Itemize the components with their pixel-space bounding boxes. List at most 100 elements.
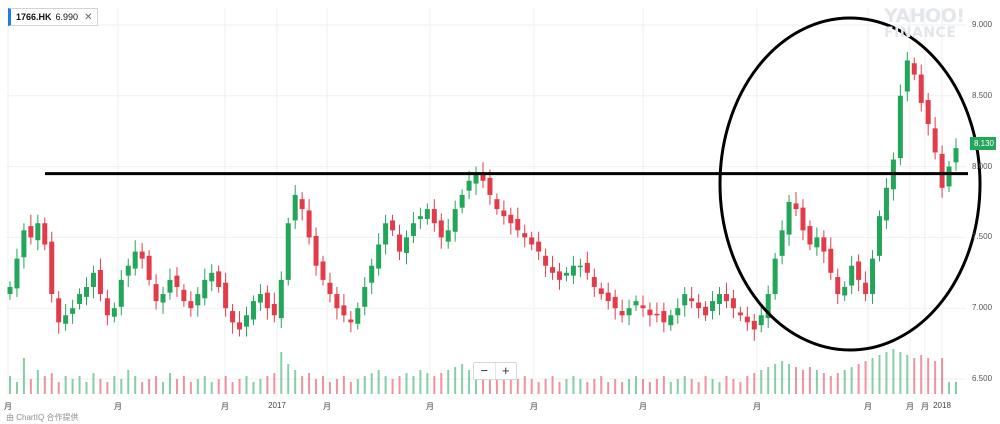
- candle-body: [584, 262, 590, 273]
- y-tick-label: 8.500: [972, 90, 993, 100]
- candle-body: [563, 272, 569, 276]
- candle-body: [459, 194, 465, 208]
- volume-bar: [155, 376, 158, 394]
- volume-bar: [648, 382, 651, 394]
- candle-body: [814, 237, 820, 248]
- volume-bar: [669, 382, 672, 394]
- candle-body: [849, 265, 855, 286]
- x-tick-label: 2018: [933, 401, 951, 410]
- symbol-chip[interactable]: 1766.HK 6.990 ✕: [8, 8, 99, 26]
- candle-body: [223, 282, 229, 309]
- volume-bar: [370, 373, 373, 394]
- volume-bar: [655, 379, 658, 394]
- volume-bar: [948, 382, 951, 394]
- candle-body: [292, 194, 298, 221]
- volume-bar: [43, 376, 46, 394]
- zoom-out-button[interactable]: −: [480, 363, 489, 378]
- candle-body: [897, 95, 903, 159]
- candle-body: [598, 288, 604, 295]
- volume-bar: [788, 364, 791, 394]
- volume-bar: [725, 376, 728, 394]
- volume-bar: [447, 370, 450, 394]
- volume-bar: [544, 379, 547, 394]
- volume-bar: [203, 376, 206, 394]
- candle-body: [111, 308, 117, 317]
- volume-bar: [704, 376, 707, 394]
- volume-bar: [308, 373, 311, 394]
- symbol-price: 6.990: [55, 12, 79, 22]
- candle-body: [132, 251, 138, 269]
- candle-body: [515, 218, 521, 231]
- volume-bar: [22, 358, 25, 394]
- volume-bar: [461, 364, 464, 394]
- candle-body: [612, 296, 618, 309]
- candle-body: [730, 298, 736, 309]
- candle-body: [536, 241, 542, 252]
- candle-body: [508, 214, 514, 224]
- volume-bar: [586, 382, 589, 394]
- zoom-controls: − +: [473, 362, 517, 380]
- candle-body: [577, 265, 583, 268]
- volume-bar: [322, 376, 325, 394]
- candle-body: [341, 305, 347, 316]
- candle-body: [870, 258, 876, 295]
- volume-bar: [384, 376, 387, 394]
- volume-bar: [662, 376, 665, 394]
- volume-bar: [829, 376, 832, 394]
- candle-body: [383, 223, 389, 245]
- candle-body: [348, 319, 354, 323]
- volume-bar: [134, 376, 137, 394]
- candle-body: [557, 271, 563, 280]
- candle-body: [195, 294, 201, 306]
- volume-bar: [342, 376, 345, 394]
- volume-bar: [864, 361, 867, 394]
- candle-body: [786, 202, 792, 235]
- volume-bar: [600, 376, 603, 394]
- volume-bar: [850, 367, 853, 394]
- candle-body: [244, 315, 249, 327]
- volume-bar: [238, 379, 241, 394]
- candle-body: [863, 282, 869, 295]
- candle-body: [932, 128, 938, 153]
- candle-body: [21, 230, 27, 258]
- volume-bar: [836, 373, 839, 394]
- volume-bar: [843, 370, 846, 394]
- volume-bar: [892, 349, 895, 394]
- candle-body: [953, 148, 959, 163]
- candle-body: [668, 315, 674, 326]
- candle-body: [543, 255, 549, 266]
- x-tick-label: 月: [921, 402, 929, 411]
- close-icon[interactable]: ✕: [84, 11, 93, 23]
- candle-body: [800, 207, 806, 231]
- candle-body: [410, 223, 416, 236]
- volume-bar: [468, 370, 471, 394]
- candle-body: [424, 209, 430, 219]
- volume-bar: [808, 367, 811, 394]
- volume-bar: [760, 370, 763, 394]
- candle-body: [772, 258, 778, 295]
- candle-body: [480, 173, 486, 181]
- volume-bar: [941, 358, 944, 394]
- volume-bar: [224, 376, 227, 394]
- volume-bars: [9, 349, 957, 394]
- volume-bar: [57, 382, 60, 394]
- candle-body: [278, 279, 284, 319]
- y-tick-label: 7.000: [972, 303, 993, 313]
- candle-body: [376, 244, 382, 269]
- candle-body: [675, 308, 681, 316]
- candle-body: [723, 294, 729, 302]
- volume-bar: [328, 382, 331, 394]
- candle-body: [181, 289, 187, 302]
- candle-body: [876, 216, 882, 256]
- volume-bar: [482, 376, 484, 394]
- candle-body: [703, 306, 709, 316]
- volume-bar: [885, 352, 888, 394]
- x-tick-label: 月: [4, 402, 12, 411]
- volume-bar: [175, 379, 178, 394]
- candle-body: [90, 272, 96, 287]
- volume-bar: [294, 370, 297, 394]
- volume-bar: [419, 370, 422, 394]
- zoom-in-button[interactable]: +: [494, 363, 517, 379]
- candle-body: [737, 312, 743, 316]
